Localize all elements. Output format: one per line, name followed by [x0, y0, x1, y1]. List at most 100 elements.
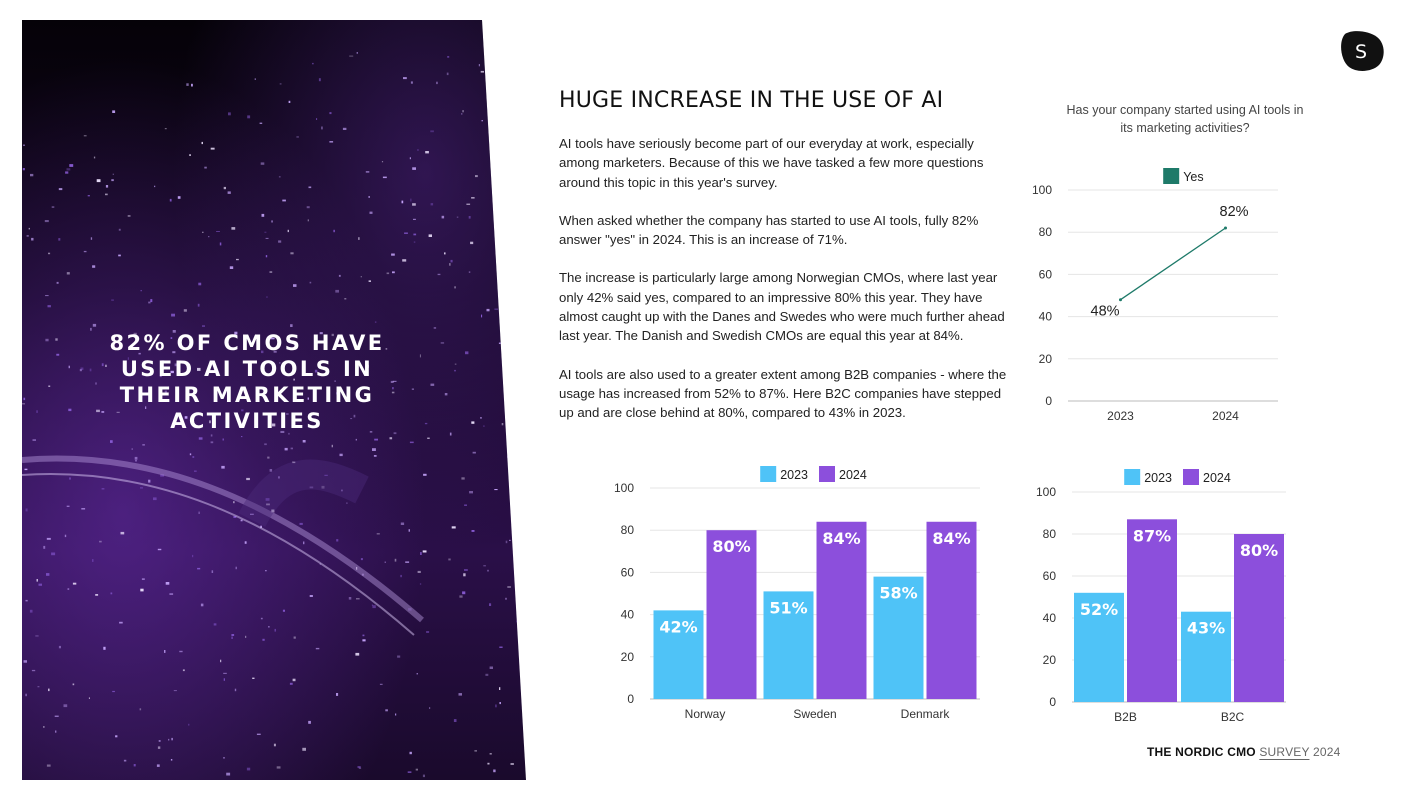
city-light: [90, 237, 93, 240]
y-tick-label: 20: [621, 650, 635, 664]
city-light: [118, 228, 121, 231]
city-light: [481, 314, 483, 318]
city-light: [191, 83, 193, 87]
city-light: [157, 548, 162, 551]
city-light: [23, 397, 26, 401]
city-light: [172, 351, 176, 354]
city-light: [386, 272, 390, 275]
city-light: [447, 56, 450, 58]
city-light: [24, 468, 28, 471]
city-light: [302, 440, 306, 443]
city-light: [415, 768, 418, 771]
city-light: [270, 337, 275, 340]
city-light: [505, 540, 508, 544]
city-light: [481, 120, 483, 122]
city-light: [366, 364, 369, 368]
logo-letter: S: [1355, 41, 1367, 63]
city-light: [133, 764, 136, 767]
city-light: [307, 397, 309, 400]
city-light: [293, 378, 295, 381]
city-light: [469, 491, 473, 494]
city-light: [411, 388, 414, 390]
city-light: [402, 259, 407, 262]
city-light: [68, 408, 72, 412]
city-light: [276, 766, 281, 769]
city-light: [324, 474, 328, 476]
city-light: [210, 147, 215, 150]
city-light: [170, 337, 173, 339]
city-light: [286, 413, 289, 415]
city-light: [179, 650, 183, 653]
bar-data-label: 84%: [822, 529, 860, 548]
bar-2024-b2b: [1127, 519, 1177, 702]
city-light: [252, 677, 255, 679]
city-light: [69, 164, 74, 167]
bar-data-label: 43%: [1187, 619, 1225, 638]
city-light: [422, 550, 427, 553]
legend-label: 2023: [780, 468, 808, 482]
city-light: [164, 390, 167, 394]
city-light: [158, 740, 161, 742]
city-light: [23, 144, 25, 146]
city-light: [360, 276, 362, 278]
city-light: [200, 603, 204, 607]
city-light: [103, 646, 106, 650]
y-tick-label: 0: [627, 692, 634, 706]
city-light: [441, 215, 445, 219]
city-light: [511, 179, 514, 183]
bar-data-label: 51%: [769, 598, 807, 617]
city-light: [319, 332, 323, 335]
city-light: [468, 271, 471, 273]
city-light: [186, 83, 189, 86]
city-light: [51, 206, 55, 208]
city-light: [96, 409, 100, 413]
city-light: [265, 570, 267, 572]
city-light: [472, 451, 476, 454]
city-light: [150, 299, 153, 303]
bar-data-label: 80%: [1240, 541, 1278, 560]
city-light: [66, 168, 71, 171]
city-light: [290, 252, 294, 255]
city-light: [66, 505, 70, 507]
city-light: [38, 583, 42, 586]
city-light: [164, 128, 167, 130]
city-light: [265, 237, 269, 239]
paragraph: AI tools have seriously become part of o…: [559, 136, 984, 190]
city-light: [518, 165, 522, 167]
city-light: [361, 573, 364, 576]
city-light: [262, 638, 265, 641]
city-light: [466, 203, 471, 205]
logo-blob-icon: S: [1341, 31, 1384, 71]
bar-data-label: 87%: [1133, 526, 1171, 545]
city-light: [169, 593, 174, 595]
city-light: [254, 78, 256, 80]
city-light: [316, 118, 318, 120]
city-light: [458, 693, 462, 696]
city-light: [312, 62, 314, 65]
city-light: [371, 604, 373, 606]
city-light: [233, 516, 237, 518]
city-light: [119, 621, 123, 624]
city-light: [461, 477, 465, 480]
y-tick-label: 60: [621, 565, 635, 579]
city-light: [368, 196, 370, 198]
city-light: [509, 178, 513, 180]
city-light: [307, 219, 309, 222]
city-light: [29, 609, 33, 613]
city-light: [111, 179, 114, 182]
city-light: [506, 163, 508, 165]
city-light: [456, 216, 459, 218]
legend-swatch: [1124, 469, 1141, 485]
city-light: [395, 713, 397, 716]
city-light: [197, 567, 201, 570]
city-light: [234, 413, 238, 416]
city-light: [464, 569, 468, 571]
city-light: [112, 173, 114, 175]
city-light: [174, 363, 179, 367]
city-light: [464, 504, 467, 506]
city-light: [514, 373, 517, 375]
footer-year: 2024: [1313, 745, 1341, 759]
city-light: [436, 81, 438, 85]
y-tick-label: 20: [1039, 352, 1053, 366]
x-tick-label: 2024: [1212, 409, 1239, 423]
